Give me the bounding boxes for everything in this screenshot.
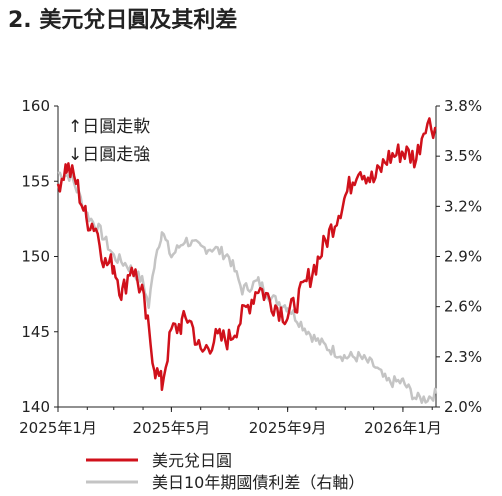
left-tick-label: 140	[21, 398, 50, 416]
annotation-yen-weaker: ↑日圓走軟	[68, 117, 150, 137]
right-tick-label: 3.8%	[444, 97, 482, 115]
chart-title: 2. 美元兌日圓及其利差	[8, 8, 238, 33]
ticks-layer: 160 155 150 145 140 3.8% 3.5% 3.2% 2.9% 2.6% 2.3% 2…	[19, 97, 482, 437]
x-tick-label: 2025年9月	[249, 419, 327, 437]
series-layer	[56, 117, 438, 404]
legend-label-usdjpy: 美元兌日圓	[152, 451, 232, 470]
right-tick-label: 2.9%	[444, 248, 482, 266]
legend: 美元兌日圓 美日10年期國債利差（右軸）	[86, 451, 364, 492]
left-tick-label: 145	[21, 323, 50, 341]
right-tick-label: 2.6%	[444, 298, 482, 316]
annotation-yen-stronger: ↓日圓走強	[68, 145, 150, 165]
right-tick-label: 3.5%	[444, 147, 482, 165]
right-tick-label: 2.3%	[444, 348, 482, 366]
left-tick-label: 160	[21, 97, 50, 115]
series-line-spread	[57, 170, 438, 404]
right-tick-label: 2.0%	[444, 398, 482, 416]
x-tick-label: 2026年1月	[364, 419, 442, 437]
x-tick-label: 2025年5月	[133, 419, 211, 437]
series-line-usdjpy	[56, 117, 437, 392]
right-tick-label: 3.2%	[444, 197, 482, 215]
x-tick-label: 2025年1月	[19, 419, 97, 437]
legend-label-spread: 美日10年期國債利差（右軸）	[152, 473, 364, 492]
left-tick-label: 155	[21, 172, 50, 190]
left-tick-label: 150	[21, 248, 50, 266]
